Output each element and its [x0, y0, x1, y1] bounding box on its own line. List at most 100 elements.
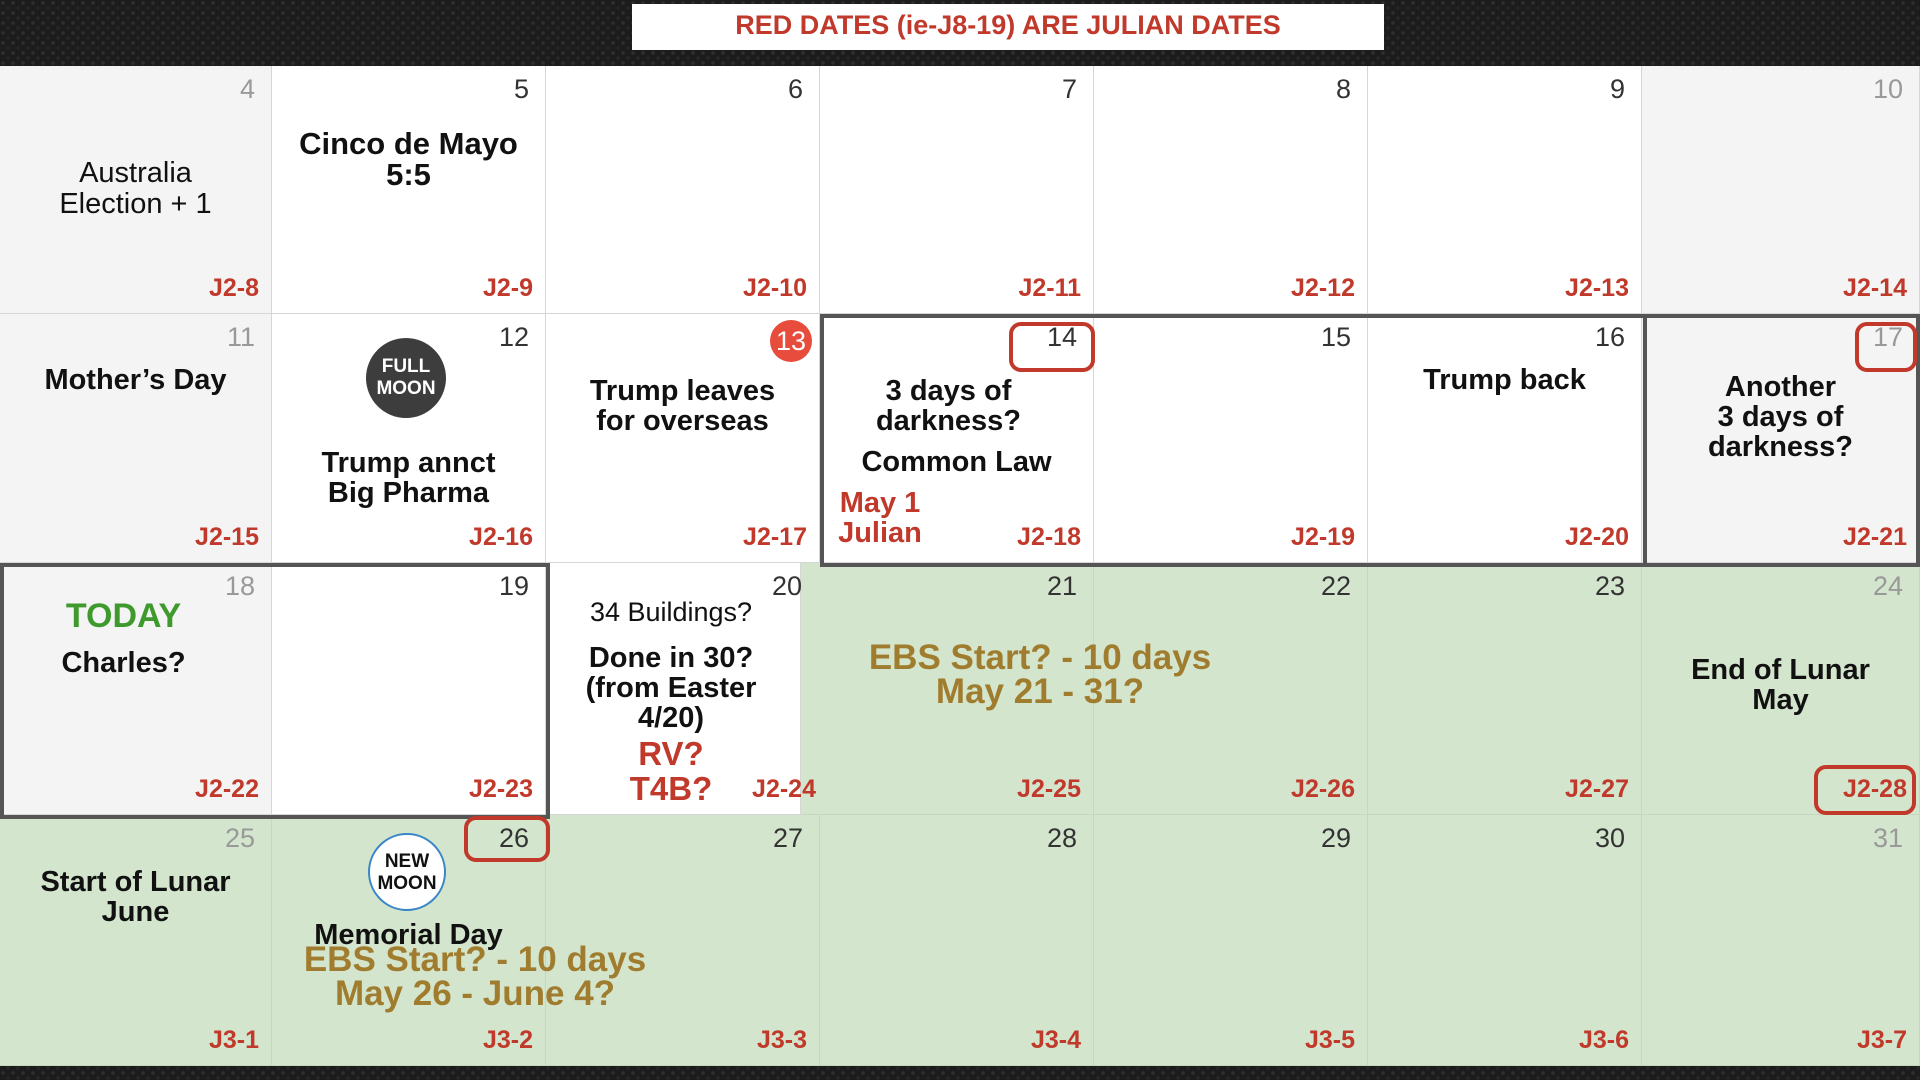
julian-date: J3-3: [756, 1026, 807, 1054]
day-cell-20[interactable]: 20 34 Buildings? Done in 30? (from Easte…: [546, 563, 816, 815]
day-cell-4[interactable]: 4 Australia Election + 1 J2-8: [0, 66, 272, 314]
event-line: May 1: [839, 487, 921, 519]
event-line: Trump leaves: [589, 375, 776, 407]
event-line: Big Pharma: [327, 477, 490, 509]
event-line: May 21 - 31?: [935, 672, 1145, 711]
day-number: 23: [1594, 571, 1625, 601]
julian-circle-j2-28: [1814, 765, 1916, 815]
day-cell-18[interactable]: 18 TODAY Charles? J2-22: [0, 563, 272, 815]
event-may-1-julian: May 1 Julian: [780, 488, 980, 548]
event-common-law: Common Law: [861, 446, 1052, 478]
event-ebs-may-21: EBS Start? - 10 days May 21 - 31?: [820, 638, 1260, 711]
day-number: 21: [1046, 571, 1077, 601]
day-number: 28: [1046, 823, 1077, 853]
day-cell-26[interactable]: 26 NEW MOON Memorial Day J3-2: [272, 815, 546, 1066]
event-done-in-30: Done in 30? (from Easter 4/20): [542, 643, 800, 733]
julian-date: J3-4: [1030, 1026, 1081, 1054]
julian-date: J2-15: [195, 523, 259, 551]
julian-date: J2-9: [482, 274, 533, 302]
event-line: Julian: [838, 517, 922, 549]
calendar-grid: 4 Australia Election + 1 J2-8 5 Cinco de…: [0, 66, 1920, 1066]
day-cell-7[interactable]: 7 J2-11: [820, 66, 1094, 314]
event-trump-back: Trump back: [1423, 364, 1586, 396]
event-another-darkness: Another 3 days of darkness?: [1642, 372, 1919, 462]
date-circle-26: [464, 816, 550, 862]
event-end-lunar-may: End of Lunar May: [1642, 655, 1919, 715]
day-cell-25[interactable]: 25 Start of Lunar June J3-1: [0, 815, 272, 1066]
event-ebs-may-26: EBS Start? - 10 days May 26 - June 4?: [280, 942, 670, 1011]
event-charles: Charles?: [61, 647, 186, 679]
event-line: for overseas: [596, 405, 769, 437]
event-line: RV?: [638, 735, 704, 772]
day-cell-12[interactable]: 12 FULL MOON Trump annct Big Pharma J2-1…: [272, 314, 546, 563]
day-cell-13[interactable]: 13 Trump leaves for overseas J2-17: [546, 314, 820, 563]
current-week-frame: [0, 563, 550, 819]
day-number: 5: [513, 74, 529, 104]
event-line: Election + 1: [59, 188, 212, 220]
day-cell-31[interactable]: 31 J3-7: [1642, 815, 1920, 1066]
day-cell-22[interactable]: 22 J2-26: [1094, 563, 1368, 815]
day-number: 27: [772, 823, 803, 853]
event-line: T4B?: [629, 770, 713, 807]
day-number: 30: [1594, 823, 1625, 853]
julian-date: J2-18: [1017, 523, 1081, 551]
event-line: darkness?: [875, 405, 1022, 437]
julian-date: J2-22: [195, 775, 259, 803]
julian-date: J2-12: [1291, 274, 1355, 302]
julian-date: J2-8: [208, 274, 259, 302]
day-cell-5[interactable]: 5 Cinco de Mayo 5:5 J2-9: [272, 66, 546, 314]
day-cell-10[interactable]: 10 J2-14: [1642, 66, 1920, 314]
event-australia: Australia Election + 1: [0, 158, 271, 220]
day-cell-9[interactable]: 9 J2-13: [1368, 66, 1642, 314]
event-trump-leaves: Trump leaves for overseas: [546, 376, 819, 436]
julian-date: J2-24: [752, 775, 816, 803]
day-cell-23[interactable]: 23 J2-27: [1368, 563, 1642, 815]
day-cell-6[interactable]: 6 J2-10: [546, 66, 820, 314]
event-line: Cinco de Mayo: [299, 126, 518, 161]
event-line: 4/20): [637, 702, 705, 734]
day-number: 8: [1335, 74, 1351, 104]
julian-date: J2-16: [469, 523, 533, 551]
julian-date: J3-2: [482, 1026, 533, 1054]
event-line: EBS Start? - 10 days: [868, 638, 1212, 677]
event-line: 5:5: [386, 157, 431, 192]
julian-date: J2-27: [1565, 775, 1629, 803]
event-line: (from Easter: [585, 672, 757, 704]
day-cell-16[interactable]: 16 Trump back J2-20: [1368, 314, 1642, 563]
day-cell-30[interactable]: 30 J3-6: [1368, 815, 1642, 1066]
day-cell-29[interactable]: 29 J3-5: [1094, 815, 1368, 1066]
event-memorial-day: Memorial Day: [314, 919, 503, 951]
highlight-region: [801, 563, 1920, 815]
day-number: 16: [1594, 322, 1625, 352]
day-number: 15: [1320, 322, 1351, 352]
event-cinco-de-mayo: Cinco de Mayo 5:5: [272, 128, 545, 190]
day-number: 12: [498, 322, 529, 352]
event-mothers-day: Mother’s Day: [44, 364, 227, 396]
date-circle-17: [1855, 322, 1917, 372]
day-cell-27[interactable]: 27 J3-3: [546, 815, 820, 1066]
day-cell-28[interactable]: 28 J3-4: [820, 815, 1094, 1066]
day-cell-17[interactable]: 17 Another 3 days of darkness? J2-21: [1642, 314, 1920, 563]
moon-label: MOON: [377, 872, 437, 894]
day-cell-15[interactable]: 15 J2-19: [1094, 314, 1368, 563]
darkness-period-frame: [1643, 314, 1920, 567]
darkness-period-frame: [820, 314, 1647, 567]
day-number: 17: [1872, 322, 1903, 352]
event-line: End of Lunar: [1691, 654, 1870, 686]
day-number: 10: [1872, 74, 1903, 104]
event-line: 3 days of: [1717, 401, 1844, 433]
day-number: 24: [1872, 571, 1903, 601]
event-34-buildings: 34 Buildings?: [589, 597, 753, 627]
day-cell-19[interactable]: 19 J2-23: [272, 563, 546, 815]
moon-label: MOON: [376, 377, 436, 399]
event-trump-pharma: Trump annct Big Pharma: [272, 448, 545, 508]
moon-label: FULL: [381, 356, 431, 377]
day-cell-8[interactable]: 8 J2-12: [1094, 66, 1368, 314]
julian-date: J2-26: [1291, 775, 1355, 803]
event-start-lunar-june: Start of Lunar June: [0, 867, 271, 927]
day-cell-11[interactable]: 11 Mother’s Day J2-15: [0, 314, 272, 563]
day-cell-21[interactable]: 21 J2-25: [801, 563, 1094, 815]
day-number: 9: [1609, 74, 1625, 104]
julian-date: J3-1: [208, 1026, 259, 1054]
day-cell-14[interactable]: 14 3 days of darkness? Common Law May 1 …: [820, 314, 1094, 563]
